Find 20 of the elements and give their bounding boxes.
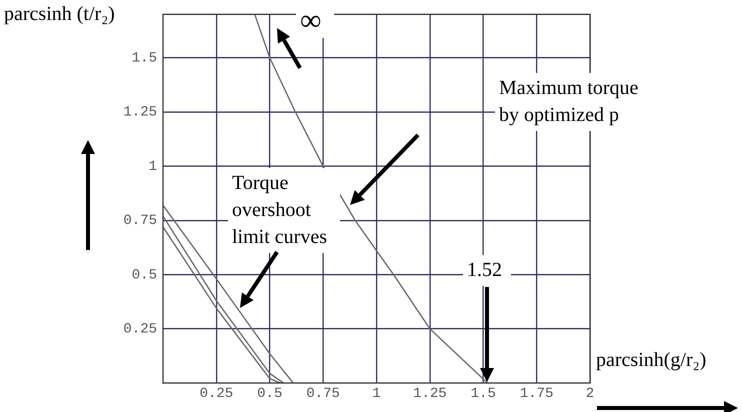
- y-tick-label: 0.25: [123, 321, 157, 338]
- x-tick-label: 1.25: [413, 386, 447, 402]
- x-tick-label: 1.75: [520, 386, 554, 402]
- y-tick-label: 0.5: [132, 267, 157, 284]
- annotation: 1.52: [463, 255, 511, 286]
- annotation: Maximum torque by optimized p: [495, 73, 653, 131]
- y-tick-label: 1: [148, 158, 157, 175]
- y-tick-label: 1.5: [132, 50, 157, 66]
- annotation: ∞: [296, 4, 334, 38]
- x-tick-label: 2: [586, 386, 594, 402]
- x-tick-label: 0.25: [200, 386, 234, 402]
- x-tick-label: 1.5: [470, 386, 496, 402]
- x-tick-label: 0.75: [306, 386, 340, 402]
- x-tick-label: 0.5: [257, 386, 282, 402]
- x-axis-title: parcsinh(g/r₂): [596, 348, 706, 372]
- annotation: Torque overshoot limit curves: [228, 168, 340, 253]
- y-axis-title: parcsinh (t/r₂): [4, 2, 115, 26]
- y-tick-label: 0.75: [123, 213, 157, 230]
- x-tick-label: 1: [372, 386, 381, 402]
- y-tick-label: 1.25: [123, 104, 157, 121]
